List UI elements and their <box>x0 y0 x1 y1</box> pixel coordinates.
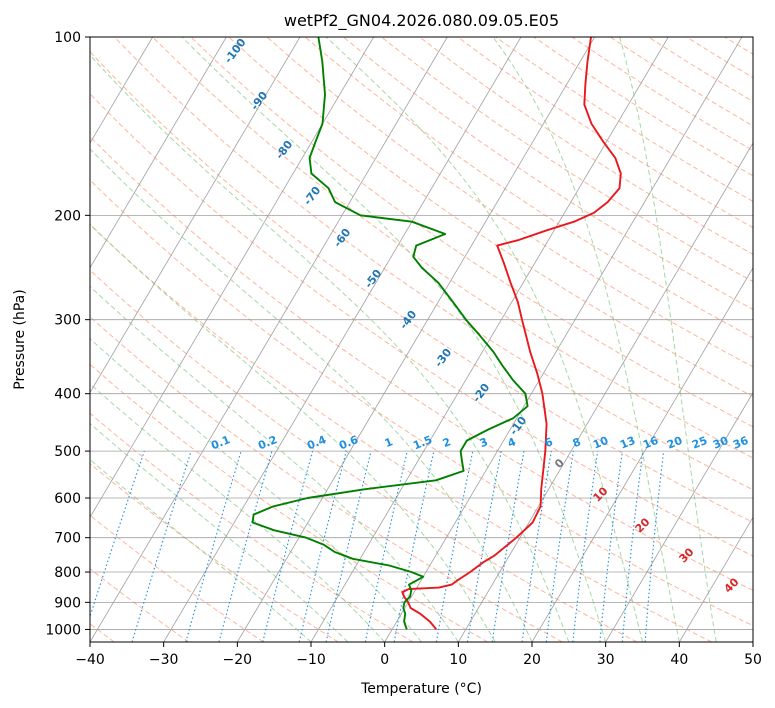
mixing-ratio-label: 25 <box>690 434 709 452</box>
y-tick-label: 100 <box>54 30 81 46</box>
mixing-ratio-line <box>572 451 599 642</box>
sounding-series <box>251 37 622 631</box>
moist-adiabat <box>90 54 570 642</box>
mixing-ratio-line <box>185 450 242 642</box>
chart-title: wetPf2_GN04.2026.080.09.05.E05 <box>284 11 559 31</box>
mixing-ratio-lines <box>90 450 665 642</box>
x-tick-label: 50 <box>744 652 762 668</box>
mixing-ratio-line <box>218 450 273 642</box>
mixing-ratio-line <box>364 450 408 642</box>
dry-adiabat <box>90 50 753 524</box>
isotherm-line <box>457 142 753 642</box>
isotherm-line <box>163 37 522 642</box>
y-axis: 100 200 300 400 500 600 700 800 900 1000 <box>45 30 90 638</box>
plot-frame <box>89 36 754 643</box>
y-axis-label: Pressure (hPa) <box>12 289 28 389</box>
dry-adiabat <box>90 514 264 642</box>
grid-lines <box>90 37 753 642</box>
dry-adiabat <box>90 315 563 642</box>
x-tick-label: 20 <box>523 652 541 668</box>
mixing-ratio-label: 20 <box>665 434 684 452</box>
dry-adiabat <box>152 37 753 459</box>
isotherm-line <box>90 37 154 144</box>
x-tick-label: 40 <box>670 652 688 668</box>
y-tick-label: 500 <box>54 444 81 460</box>
x-tick-label: −30 <box>149 652 179 668</box>
y-tick-label: 700 <box>54 531 81 547</box>
dry-adiabat <box>90 179 753 627</box>
moist-adiabat <box>325 37 643 642</box>
dry-adiabat <box>90 462 339 642</box>
dry-adiabat <box>381 37 753 283</box>
mixing-ratio-line <box>521 451 552 642</box>
moist-adiabat <box>492 37 680 642</box>
mixing-ratio-line <box>298 450 347 642</box>
x-axis: −40 −30 −20 −10 0 10 20 30 40 50 <box>75 642 762 668</box>
x-tick-label: 10 <box>449 652 467 668</box>
y-tick-label: 400 <box>54 387 81 403</box>
isotherm-line <box>90 37 448 642</box>
x-tick-label: −20 <box>223 652 253 668</box>
mixing-ratio-label: 8 <box>571 435 583 450</box>
mixing-ratio-label: 2 <box>441 435 453 450</box>
mixing-ratio-line <box>325 450 372 642</box>
mixing-ratio-line <box>545 451 575 642</box>
y-tick-label: 600 <box>54 491 81 507</box>
isotherm-line <box>384 37 743 642</box>
x-tick-label: −10 <box>296 652 326 668</box>
dry-adiabat <box>90 93 753 557</box>
dry-adiabat <box>114 37 753 491</box>
moist-adiabat <box>90 285 459 642</box>
moist-adiabat <box>90 338 422 642</box>
moist-adiabat <box>181 37 607 642</box>
mixing-ratio-label: 36 <box>731 434 750 452</box>
isotherm-line <box>236 37 596 642</box>
mixing-ratio-line <box>131 450 192 642</box>
dry-adiabat <box>228 37 753 398</box>
isotherm-line <box>90 37 375 519</box>
mixing-ratio-line <box>262 450 314 642</box>
mixing-ratio-label: 1 <box>383 435 395 450</box>
dry-adiabat <box>90 363 488 642</box>
x-tick-label: 0 <box>380 652 389 668</box>
x-axis-label: Temperature (°C) <box>360 681 482 697</box>
moist-adiabat <box>90 148 533 642</box>
mixing-ratio-label: 16 <box>641 434 660 452</box>
dry-adiabat <box>90 223 712 642</box>
mixing-ratio-line <box>599 451 623 642</box>
moist-adiabat <box>619 37 717 642</box>
mixing-ratio-line <box>644 451 665 642</box>
isotherm-line <box>90 37 227 269</box>
mixing-ratio-label: 3 <box>478 435 490 450</box>
dewpoint-line <box>251 37 529 630</box>
x-tick-label: 30 <box>597 652 615 668</box>
mixing-ratio-label: 30 <box>711 434 730 452</box>
x-tick-label: −40 <box>75 652 105 668</box>
plot-area: -100-90-80-70-60-50-40-30-20-100.1 0.2 0.4… <box>90 37 753 642</box>
mixing-ratio-line <box>621 451 644 642</box>
dry-adiabat <box>342 37 753 310</box>
y-tick-label: 900 <box>54 595 81 611</box>
temperature-line <box>401 37 622 631</box>
dry-adiabat <box>190 37 753 428</box>
y-tick-label: 300 <box>54 313 81 329</box>
mixing-ratio-label: 13 <box>618 434 637 452</box>
isotherm-line <box>310 37 669 642</box>
isotherm-line <box>531 267 753 642</box>
y-tick-label: 200 <box>54 208 81 224</box>
isotherm-line <box>605 391 753 642</box>
isotherm-line <box>678 516 753 642</box>
dry-adiabat <box>90 269 638 642</box>
isotherm-line <box>90 37 301 394</box>
dry-adiabat <box>90 135 753 591</box>
dry-adiabats <box>90 37 753 642</box>
y-tick-label: 1000 <box>45 622 81 638</box>
moist-adiabat <box>90 383 386 642</box>
y-tick-label: 800 <box>54 565 81 581</box>
mixing-ratio-label: 10 <box>591 434 610 452</box>
